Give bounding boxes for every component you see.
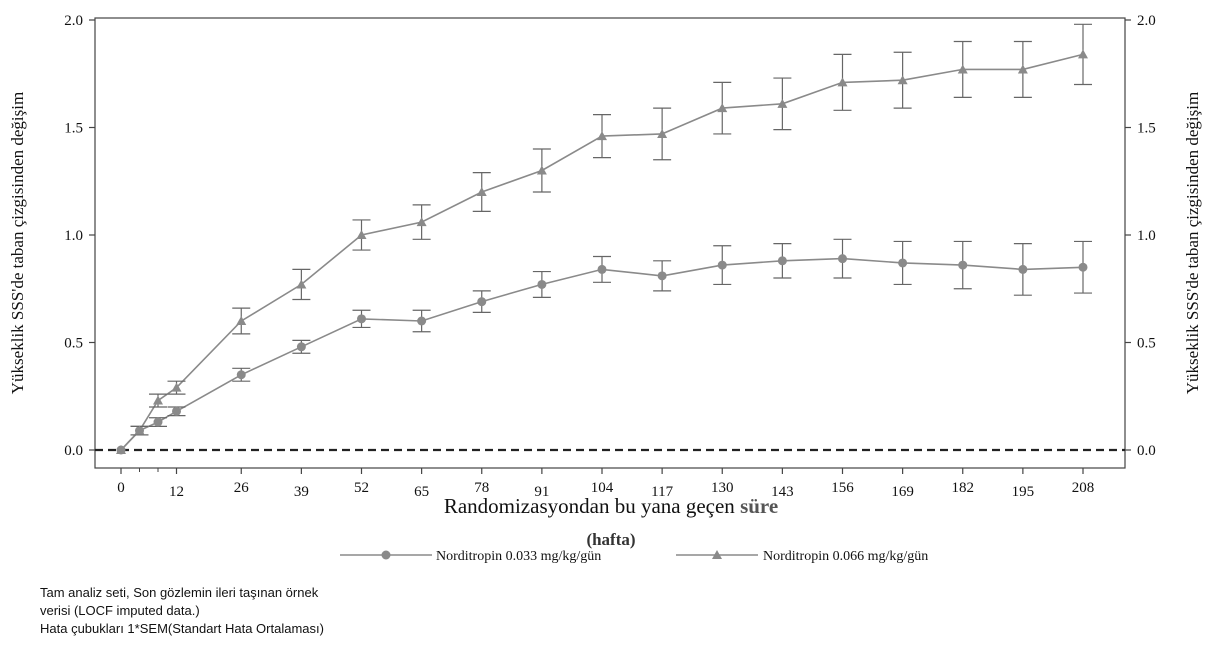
y-tick-label-right: 1.0 [1137,228,1156,244]
data-point-circle [777,256,787,266]
data-point-triangle [1078,49,1088,59]
data-point-circle [958,260,968,270]
footnote-line-1: Tam analiz seti, Son gözlemin ileri taşı… [40,585,319,600]
data-point-circle [477,297,487,307]
x-tick-label: 104 [591,480,614,496]
footnote-line-3: Hata çubukları 1*SEM(Standart Hata Ortal… [40,621,324,636]
data-point-triangle [536,165,547,175]
x-tick-label: 143 [771,484,794,500]
data-point-triangle [153,395,163,405]
series-layer [116,23,1092,455]
data-point-triangle [1017,64,1028,74]
data-point-circle [1078,262,1088,272]
y-tick-label-left: 0.5 [64,336,83,352]
data-point-circle [1018,264,1028,274]
x-tick-label: 52 [354,480,369,496]
y-tick-label-right: 2.0 [1137,13,1156,29]
x-tick-label: 39 [294,484,309,500]
data-point-circle [172,406,181,416]
x-tick-label: 91 [534,484,549,500]
legend: Norditropin 0.033 mg/kg/gün Norditropin … [340,549,928,564]
series-2 [116,23,1092,454]
data-point-triangle [476,187,487,196]
x-tick-label: 130 [711,480,734,496]
x-axis-title-emph: süre [740,494,778,518]
x-tick-label: 65 [414,484,429,500]
data-point-circle [357,314,366,324]
y-tick-label-left: 0.0 [64,443,83,459]
footnote-line-2: verisi (LOCF imputed data.) [40,603,200,618]
series-line [120,257,1084,451]
data-point-triangle [657,128,668,138]
x-axis-title: Randomizasyondan bu yana geçen süre [444,494,778,518]
data-point-triangle [837,77,848,87]
legend-marker-triangle [712,550,722,559]
x-tick-label: 169 [891,484,914,500]
legend-label-series-1: Norditropin 0.033 mg/kg/gün [436,549,601,564]
y-axis-right: 0.0 0.5 1.0 1.5 2.0 [1125,13,1156,459]
data-point-circle [417,316,427,326]
data-point-circle [657,271,667,281]
data-point-triangle [296,279,307,289]
data-point-triangle [897,75,908,85]
y-axis-left: 0.0 0.5 1.0 1.5 2.0 [64,13,95,459]
x-axis-title-unit: (hafta) [586,530,635,549]
data-point-triangle [134,425,145,435]
data-point-triangle [597,131,607,141]
data-point-triangle [777,98,788,108]
data-point-triangle [717,103,728,113]
x-tick-label: 0 [117,480,125,496]
x-tick-label: 208 [1072,480,1095,496]
series-1 [116,238,1092,455]
y-tick-label-left: 1.0 [64,228,83,244]
data-point-circle [838,254,847,264]
x-tick-label: 26 [234,480,250,496]
data-point-triangle [356,230,367,239]
data-point-triangle [957,64,968,74]
data-point-triangle [236,316,247,325]
data-point-triangle [171,382,182,392]
x-tick-label: 182 [952,480,975,496]
y-tick-label-left: 2.0 [64,13,83,29]
plot-frame [94,17,1126,469]
data-point-circle [153,417,163,427]
x-tick-label: 117 [651,484,673,500]
x-axis: 0 12 26 39 52 65 78 91 104 117 130 143 156 169 182 195 2… [117,468,1094,500]
x-tick-label: 156 [831,480,854,496]
y-tick-label-right: 0.0 [1137,443,1156,459]
x-tick-label: 12 [169,484,184,500]
legend-label-series-2: Norditropin 0.066 mg/kg/gün [763,549,928,564]
x-tick-label: 195 [1012,484,1035,500]
y-tick-label-right: 0.5 [1137,336,1156,352]
data-point-circle [898,258,908,268]
data-point-circle [597,264,607,274]
data-point-circle [717,260,727,270]
data-point-circle [236,370,246,380]
y-axis-title-right: Yükseklik SSS'de taban çizgisinden değiş… [1183,92,1202,394]
legend-marker-circle [381,550,391,560]
data-point-triangle [116,445,126,454]
y-tick-label-left: 1.5 [64,121,83,137]
series-line [120,53,1084,451]
data-point-triangle [416,217,427,227]
y-axis-title-left: Yükseklik SSS'de taban çizgisinden değiş… [8,92,27,394]
data-point-circle [537,279,547,289]
x-tick-label: 78 [474,480,489,496]
y-tick-label-right: 1.5 [1137,121,1156,137]
x-axis-title-main: Randomizasyondan bu yana geçen [444,494,735,518]
data-point-circle [296,342,306,352]
